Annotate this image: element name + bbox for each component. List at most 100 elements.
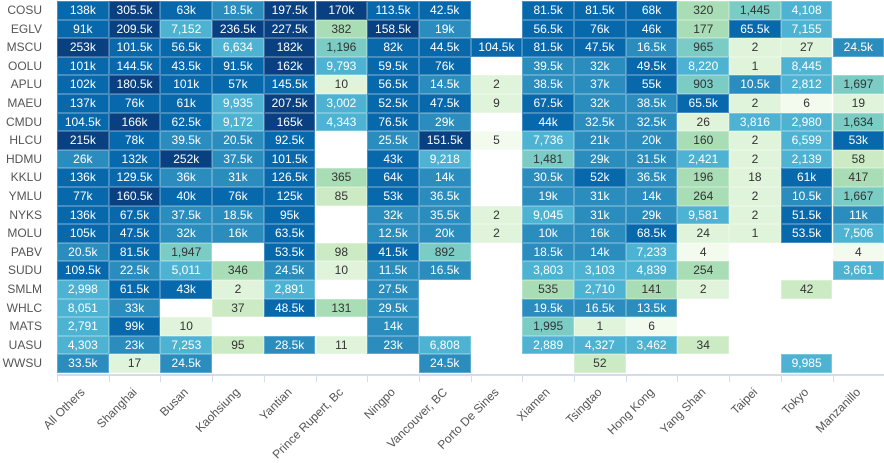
heatmap-cell: 24.5k	[832, 38, 884, 57]
heatmap-cell: 51.5k	[780, 205, 833, 225]
heatmap-cell: 37k	[574, 75, 626, 94]
row-label: HLCU	[9, 133, 42, 148]
heatmap-cell: 16k	[574, 224, 626, 243]
row-label: WHLC	[6, 300, 42, 315]
heatmap-cell: 27.5k	[367, 280, 419, 299]
heatmap-cell: 2	[729, 131, 781, 150]
heatmap-cell: 39.5k	[160, 131, 213, 150]
heatmap-cell: 92.5k	[263, 131, 316, 150]
heatmap-cell: 9,581	[677, 205, 730, 225]
heatmap-cell: 14.5k	[418, 75, 471, 94]
heatmap-cell: 61k	[160, 94, 213, 113]
heatmap-cell: 58	[832, 149, 884, 169]
heatmap-cell: 31k	[574, 205, 626, 225]
heatmap-cell: 17	[108, 354, 161, 373]
heatmap-cell: 1,196	[315, 38, 368, 57]
heatmap-cell: 39.5k	[522, 56, 574, 76]
heatmap-cell: 61.5k	[108, 280, 161, 299]
column-label: Ningpo	[361, 385, 399, 422]
heatmap-cell: 32k	[574, 94, 626, 113]
heatmap-cell: 160.5k	[108, 187, 161, 206]
heatmap-cell: 7,233	[625, 242, 678, 262]
heatmap-cell: 2,421	[677, 149, 730, 169]
heatmap-cell: 104.5k	[57, 112, 109, 132]
heatmap-cell: 165k	[263, 112, 316, 132]
heatmap-cell: 236.5k	[212, 19, 264, 39]
heatmap-cell: 254	[677, 261, 730, 280]
heatmap-cell: 7,253	[160, 335, 213, 355]
heatmap-cell: 19k	[522, 187, 574, 206]
heatmap-cell: 28.5k	[263, 335, 316, 355]
heatmap-cell: 264	[677, 187, 730, 206]
heatmap-cell: 162k	[263, 56, 316, 76]
heatmap-cell: 14k	[574, 242, 626, 262]
heatmap-cell: 7,506	[832, 224, 884, 243]
heatmap-cell: 42	[780, 280, 833, 299]
heatmap-cell: 29k	[418, 112, 471, 132]
heatmap-cell: 182k	[263, 38, 316, 57]
heatmap-cell: 1,481	[522, 149, 574, 169]
x-tick	[677, 374, 679, 382]
heatmap-cell: 56.5k	[367, 75, 419, 94]
heatmap-cell: 16.5k	[625, 38, 678, 57]
heatmap-cell: 2,812	[780, 75, 833, 94]
x-tick	[780, 374, 782, 382]
row-label: MOLU	[7, 226, 42, 241]
heatmap-cell: 38.5k	[625, 94, 678, 113]
heatmap-cell: 131	[315, 298, 368, 318]
heatmap-cell: 5	[470, 131, 523, 150]
x-tick	[470, 374, 472, 382]
column-label: All Others	[40, 385, 88, 433]
heatmap-cell: 105k	[57, 224, 109, 243]
heatmap-cell: 24	[677, 224, 730, 243]
row-label: YMLU	[8, 189, 42, 203]
heatmap-cell: 7,736	[522, 131, 574, 150]
heatmap-cell: 24.5k	[160, 354, 213, 373]
heatmap-cell: 129.5k	[108, 168, 161, 187]
heatmap-cell: 417	[832, 168, 884, 187]
row-label: MSCU	[6, 40, 42, 55]
heatmap-cell: 41.5k	[367, 242, 419, 262]
column-label: Tokyo	[779, 385, 812, 418]
heatmap-cell: 144.5k	[108, 56, 161, 76]
heatmap-cell: 2	[212, 280, 264, 299]
heatmap-cell: 36.5k	[625, 168, 678, 187]
heatmap-cell: 2	[729, 149, 781, 169]
heatmap-cell: 67.5k	[522, 94, 574, 113]
heatmap-cell: 10	[315, 75, 368, 94]
heatmap-cell: 40k	[160, 187, 213, 206]
heatmap-cell: 98	[315, 242, 368, 262]
heatmap-cell: 65.5k	[677, 94, 730, 113]
row-label: SMLM	[7, 282, 42, 296]
heatmap-cell: 346	[212, 261, 264, 280]
heatmap-cell: 1	[574, 317, 626, 336]
x-tick	[522, 374, 524, 382]
heatmap-cell: 53k	[367, 187, 419, 206]
heatmap-cell: 138k	[57, 1, 109, 20]
column-label: Yang Shan	[656, 385, 709, 437]
heatmap-cell: 67.5k	[108, 205, 161, 225]
heatmap-cell: 42.5k	[418, 1, 471, 20]
x-tick	[57, 374, 58, 382]
x-tick	[315, 374, 317, 382]
heatmap-cell: 59.5k	[367, 56, 419, 76]
heatmap-cell: 166k	[108, 112, 161, 132]
heatmap-cell: 47.5k	[418, 94, 471, 113]
heatmap-cell: 85	[315, 187, 368, 206]
heatmap-cell: 3,462	[625, 335, 678, 355]
heatmap-cell: 53.5k	[263, 242, 316, 262]
heatmap-cell: 82k	[367, 38, 419, 57]
heatmap-cell: 2	[677, 280, 730, 299]
x-tick	[574, 374, 575, 382]
heatmap-cell: 76.5k	[367, 112, 419, 132]
x-tick	[625, 374, 627, 382]
heatmap-cell: 2,891	[263, 280, 316, 299]
heatmap-cell: 18	[729, 168, 781, 187]
heatmap-cell: 81.5k	[574, 1, 626, 20]
heatmap-cell: 21k	[574, 131, 626, 150]
row-label: NYKS	[9, 207, 42, 222]
heatmap-cell: 27	[780, 38, 833, 57]
heatmap-cell: 12.5k	[367, 224, 419, 243]
row-label: WWSU	[2, 356, 42, 371]
heatmap-cell: 965	[677, 38, 730, 57]
